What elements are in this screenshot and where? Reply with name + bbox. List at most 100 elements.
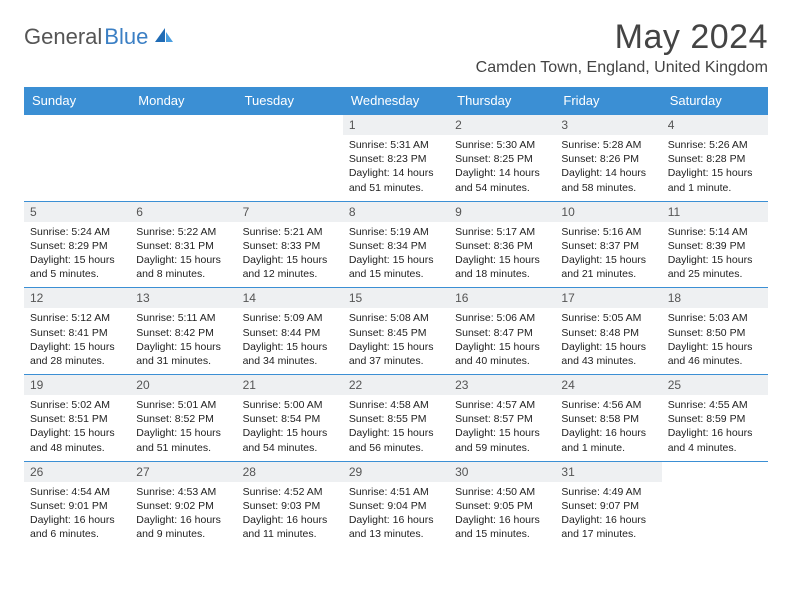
calendar-day-cell: 15Sunrise: 5:08 AMSunset: 8:45 PMDayligh… bbox=[343, 288, 449, 375]
calendar-week-row: 19Sunrise: 5:02 AMSunset: 8:51 PMDayligh… bbox=[24, 375, 768, 462]
day-details: Sunrise: 4:53 AMSunset: 9:02 PMDaylight:… bbox=[130, 482, 236, 548]
calendar-day-cell: 18Sunrise: 5:03 AMSunset: 8:50 PMDayligh… bbox=[662, 288, 768, 375]
day-number: 5 bbox=[24, 202, 130, 222]
day-number: 2 bbox=[449, 115, 555, 135]
day-details: Sunrise: 5:03 AMSunset: 8:50 PMDaylight:… bbox=[662, 308, 768, 374]
day-number: 27 bbox=[130, 462, 236, 482]
day-details: Sunrise: 4:50 AMSunset: 9:05 PMDaylight:… bbox=[449, 482, 555, 548]
day-details: Sunrise: 5:21 AMSunset: 8:33 PMDaylight:… bbox=[237, 222, 343, 288]
calendar-day-cell: 31Sunrise: 4:49 AMSunset: 9:07 PMDayligh… bbox=[555, 461, 661, 547]
calendar-day-cell: 24Sunrise: 4:56 AMSunset: 8:58 PMDayligh… bbox=[555, 375, 661, 462]
location-label: Camden Town, England, United Kingdom bbox=[476, 59, 768, 77]
day-number: 16 bbox=[449, 288, 555, 308]
day-number: 10 bbox=[555, 202, 661, 222]
day-number: 9 bbox=[449, 202, 555, 222]
day-details: Sunrise: 5:08 AMSunset: 8:45 PMDaylight:… bbox=[343, 308, 449, 374]
day-number: 8 bbox=[343, 202, 449, 222]
day-details: Sunrise: 5:14 AMSunset: 8:39 PMDaylight:… bbox=[662, 222, 768, 288]
day-number: 22 bbox=[343, 375, 449, 395]
day-header: Tuesday bbox=[237, 87, 343, 115]
calendar-day-cell: 13Sunrise: 5:11 AMSunset: 8:42 PMDayligh… bbox=[130, 288, 236, 375]
calendar-day-cell: 5Sunrise: 5:24 AMSunset: 8:29 PMDaylight… bbox=[24, 201, 130, 288]
calendar-day-cell: 14Sunrise: 5:09 AMSunset: 8:44 PMDayligh… bbox=[237, 288, 343, 375]
logo: GeneralBlue bbox=[24, 18, 175, 50]
calendar-day-cell: 11Sunrise: 5:14 AMSunset: 8:39 PMDayligh… bbox=[662, 201, 768, 288]
calendar-day-cell: .. bbox=[130, 115, 236, 202]
calendar-day-cell: 2Sunrise: 5:30 AMSunset: 8:25 PMDaylight… bbox=[449, 115, 555, 202]
month-title: May 2024 bbox=[476, 18, 768, 57]
day-details: Sunrise: 5:30 AMSunset: 8:25 PMDaylight:… bbox=[449, 135, 555, 201]
calendar-day-cell: 20Sunrise: 5:01 AMSunset: 8:52 PMDayligh… bbox=[130, 375, 236, 462]
day-details: Sunrise: 4:52 AMSunset: 9:03 PMDaylight:… bbox=[237, 482, 343, 548]
day-header: Friday bbox=[555, 87, 661, 115]
day-header: Thursday bbox=[449, 87, 555, 115]
day-number: 7 bbox=[237, 202, 343, 222]
calendar-day-cell: .. bbox=[237, 115, 343, 202]
calendar-day-cell: 28Sunrise: 4:52 AMSunset: 9:03 PMDayligh… bbox=[237, 461, 343, 547]
day-header: Saturday bbox=[662, 87, 768, 115]
calendar-week-row: ......1Sunrise: 5:31 AMSunset: 8:23 PMDa… bbox=[24, 115, 768, 202]
day-number: 31 bbox=[555, 462, 661, 482]
day-number: 21 bbox=[237, 375, 343, 395]
calendar-day-cell: 12Sunrise: 5:12 AMSunset: 8:41 PMDayligh… bbox=[24, 288, 130, 375]
calendar-week-row: 12Sunrise: 5:12 AMSunset: 8:41 PMDayligh… bbox=[24, 288, 768, 375]
day-number: 12 bbox=[24, 288, 130, 308]
day-details: Sunrise: 5:24 AMSunset: 8:29 PMDaylight:… bbox=[24, 222, 130, 288]
calendar-day-cell: 3Sunrise: 5:28 AMSunset: 8:26 PMDaylight… bbox=[555, 115, 661, 202]
calendar-day-cell: 6Sunrise: 5:22 AMSunset: 8:31 PMDaylight… bbox=[130, 201, 236, 288]
day-details: Sunrise: 4:49 AMSunset: 9:07 PMDaylight:… bbox=[555, 482, 661, 548]
calendar-day-cell: 29Sunrise: 4:51 AMSunset: 9:04 PMDayligh… bbox=[343, 461, 449, 547]
day-number: 17 bbox=[555, 288, 661, 308]
day-header: Wednesday bbox=[343, 87, 449, 115]
day-number: 3 bbox=[555, 115, 661, 135]
day-number: 25 bbox=[662, 375, 768, 395]
calendar-day-cell: 9Sunrise: 5:17 AMSunset: 8:36 PMDaylight… bbox=[449, 201, 555, 288]
day-number: 30 bbox=[449, 462, 555, 482]
day-details: Sunrise: 4:54 AMSunset: 9:01 PMDaylight:… bbox=[24, 482, 130, 548]
calendar-day-cell: 21Sunrise: 5:00 AMSunset: 8:54 PMDayligh… bbox=[237, 375, 343, 462]
day-details: Sunrise: 5:06 AMSunset: 8:47 PMDaylight:… bbox=[449, 308, 555, 374]
day-details: Sunrise: 5:16 AMSunset: 8:37 PMDaylight:… bbox=[555, 222, 661, 288]
day-details: Sunrise: 5:28 AMSunset: 8:26 PMDaylight:… bbox=[555, 135, 661, 201]
day-details: Sunrise: 5:05 AMSunset: 8:48 PMDaylight:… bbox=[555, 308, 661, 374]
day-header: Sunday bbox=[24, 87, 130, 115]
day-number: 28 bbox=[237, 462, 343, 482]
day-details: Sunrise: 5:31 AMSunset: 8:23 PMDaylight:… bbox=[343, 135, 449, 201]
day-details: Sunrise: 5:22 AMSunset: 8:31 PMDaylight:… bbox=[130, 222, 236, 288]
day-number: 24 bbox=[555, 375, 661, 395]
day-details: Sunrise: 4:51 AMSunset: 9:04 PMDaylight:… bbox=[343, 482, 449, 548]
calendar-day-cell: 25Sunrise: 4:55 AMSunset: 8:59 PMDayligh… bbox=[662, 375, 768, 462]
day-details: Sunrise: 4:57 AMSunset: 8:57 PMDaylight:… bbox=[449, 395, 555, 461]
day-details: Sunrise: 5:17 AMSunset: 8:36 PMDaylight:… bbox=[449, 222, 555, 288]
day-header: Monday bbox=[130, 87, 236, 115]
day-number: 26 bbox=[24, 462, 130, 482]
day-number: 18 bbox=[662, 288, 768, 308]
calendar-day-cell: .. bbox=[662, 461, 768, 547]
day-details: Sunrise: 4:55 AMSunset: 8:59 PMDaylight:… bbox=[662, 395, 768, 461]
day-details: Sunrise: 5:12 AMSunset: 8:41 PMDaylight:… bbox=[24, 308, 130, 374]
calendar-week-row: 5Sunrise: 5:24 AMSunset: 8:29 PMDaylight… bbox=[24, 201, 768, 288]
day-number: 11 bbox=[662, 202, 768, 222]
day-number: 29 bbox=[343, 462, 449, 482]
day-number: 19 bbox=[24, 375, 130, 395]
day-number: 13 bbox=[130, 288, 236, 308]
day-details: Sunrise: 4:58 AMSunset: 8:55 PMDaylight:… bbox=[343, 395, 449, 461]
calendar-week-row: 26Sunrise: 4:54 AMSunset: 9:01 PMDayligh… bbox=[24, 461, 768, 547]
day-details: Sunrise: 5:26 AMSunset: 8:28 PMDaylight:… bbox=[662, 135, 768, 201]
calendar-day-cell: 27Sunrise: 4:53 AMSunset: 9:02 PMDayligh… bbox=[130, 461, 236, 547]
calendar-table: SundayMondayTuesdayWednesdayThursdayFrid… bbox=[24, 87, 768, 547]
day-number: 4 bbox=[662, 115, 768, 135]
calendar-day-cell: 4Sunrise: 5:26 AMSunset: 8:28 PMDaylight… bbox=[662, 115, 768, 202]
day-details: Sunrise: 5:02 AMSunset: 8:51 PMDaylight:… bbox=[24, 395, 130, 461]
day-details: Sunrise: 5:01 AMSunset: 8:52 PMDaylight:… bbox=[130, 395, 236, 461]
calendar-day-cell: 16Sunrise: 5:06 AMSunset: 8:47 PMDayligh… bbox=[449, 288, 555, 375]
calendar-day-cell: 23Sunrise: 4:57 AMSunset: 8:57 PMDayligh… bbox=[449, 375, 555, 462]
day-details: Sunrise: 5:00 AMSunset: 8:54 PMDaylight:… bbox=[237, 395, 343, 461]
calendar-day-cell: 8Sunrise: 5:19 AMSunset: 8:34 PMDaylight… bbox=[343, 201, 449, 288]
calendar-day-cell: 22Sunrise: 4:58 AMSunset: 8:55 PMDayligh… bbox=[343, 375, 449, 462]
calendar-day-cell: 30Sunrise: 4:50 AMSunset: 9:05 PMDayligh… bbox=[449, 461, 555, 547]
day-number: 6 bbox=[130, 202, 236, 222]
day-number: 1 bbox=[343, 115, 449, 135]
logo-text-general: General bbox=[24, 24, 102, 50]
logo-text-blue: Blue bbox=[104, 24, 148, 50]
